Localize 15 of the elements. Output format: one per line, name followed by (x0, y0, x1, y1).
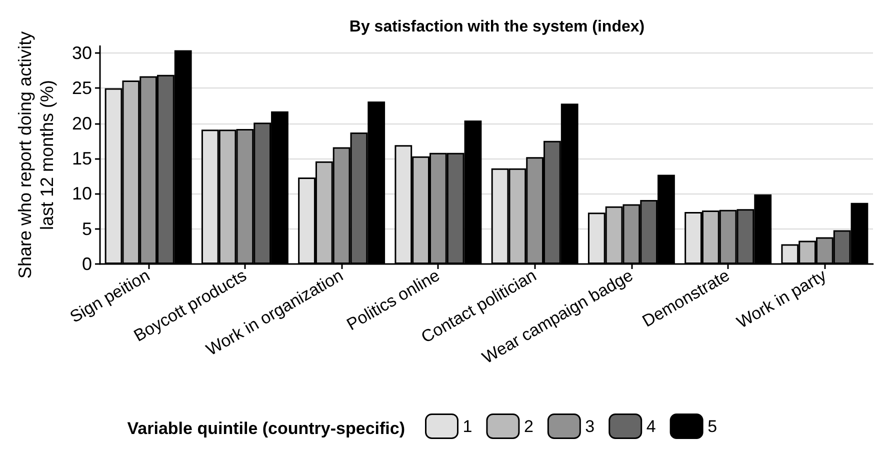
y-tick-label: 20 (72, 113, 92, 134)
y-tick-label: 30 (72, 43, 92, 64)
y-tick-label: 25 (72, 78, 92, 98)
legend-label: 3 (585, 416, 595, 436)
y-tick-label: 15 (72, 148, 92, 169)
legend-title: Variable quintile (country-specific) (127, 419, 406, 438)
y-tick-label: 10 (72, 184, 92, 204)
chart-title: By satisfaction with the system (index) (349, 18, 645, 36)
y-tick-label: 5 (82, 218, 92, 239)
y-tick-label: 0 (82, 254, 92, 274)
legend-label: 5 (708, 416, 718, 436)
y-axis-title: Share who report doing activity last 12 months (%) (15, 31, 57, 279)
legend-label: 2 (524, 416, 534, 436)
legend-label: 1 (462, 416, 472, 436)
legend-label: 4 (646, 416, 656, 436)
